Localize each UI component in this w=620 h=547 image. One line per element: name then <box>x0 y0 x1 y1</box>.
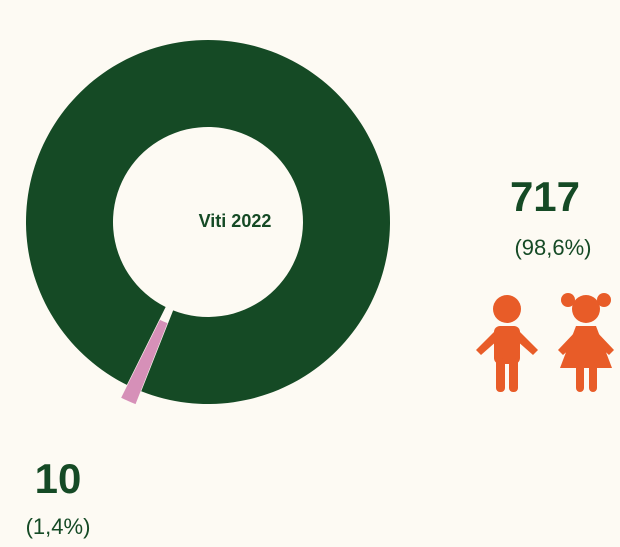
slice <box>121 319 168 405</box>
value-label: 10 <box>35 455 82 502</box>
boy-icon <box>476 295 538 392</box>
girl-icon <box>558 293 614 392</box>
center-label: Viti 2022 <box>199 211 272 231</box>
slice <box>25 39 390 404</box>
value-label: 717 <box>510 173 580 220</box>
slices <box>25 39 390 405</box>
percentage-label: (98,6%) <box>514 235 591 260</box>
percentage-label: (1,4%) <box>26 514 91 539</box>
